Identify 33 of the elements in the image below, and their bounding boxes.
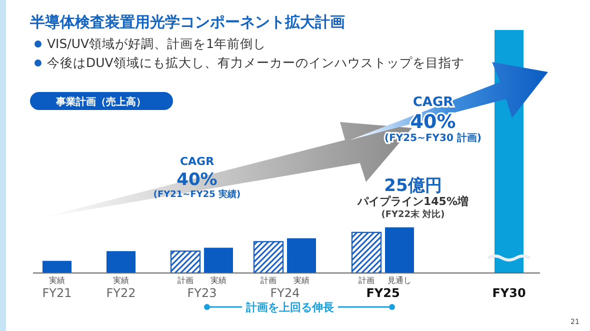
x-tick-label: FY25: [366, 286, 400, 300]
x-tick-label: FY21: [42, 286, 72, 300]
annotation: (FY25~FY30 計画): [384, 132, 482, 144]
x-tick-label: FY23: [187, 286, 217, 300]
annotation: 今後はDUV領域にも拡大し、有力メーカーのインハウストップを目指す: [47, 55, 464, 70]
bar: [204, 248, 233, 273]
text: 実績: [294, 276, 310, 285]
series-label: 実績: [49, 276, 65, 285]
annotation: (FY22末 対比): [381, 209, 445, 220]
annotation: 事業計画（売上高）: [55, 96, 146, 108]
annotation: VIS/UV領域が好調、計画を1年前倒し: [47, 36, 266, 51]
series-label: 見通し: [388, 276, 412, 285]
annotation: パイプライン145%増: [356, 195, 468, 208]
x-tick-label: FY22: [106, 286, 136, 300]
x-tick-label: FY30: [492, 286, 526, 300]
bar: [385, 227, 414, 273]
annotation: 25億円: [384, 176, 442, 196]
series-label: 計画: [178, 276, 194, 285]
annotation: CAGR: [180, 155, 215, 168]
annotation: 40%: [176, 170, 218, 190]
bar: [287, 238, 316, 273]
chart-title: 半導体検査装置用光学コンポーネント拡大計画: [29, 13, 345, 31]
bar: [170, 250, 201, 274]
annotation: 40%: [410, 111, 456, 133]
annotation: (FY21~FY25 実績): [153, 189, 241, 200]
text: 実績: [210, 276, 226, 285]
text: 計画: [358, 276, 374, 285]
text: 計画: [260, 276, 276, 285]
annotation: CAGR: [412, 95, 454, 110]
x-tick-label: FY24: [270, 286, 300, 300]
text: 計画を上回る伸長: [245, 301, 334, 314]
bar: [253, 241, 284, 274]
text: 実績: [113, 276, 129, 285]
